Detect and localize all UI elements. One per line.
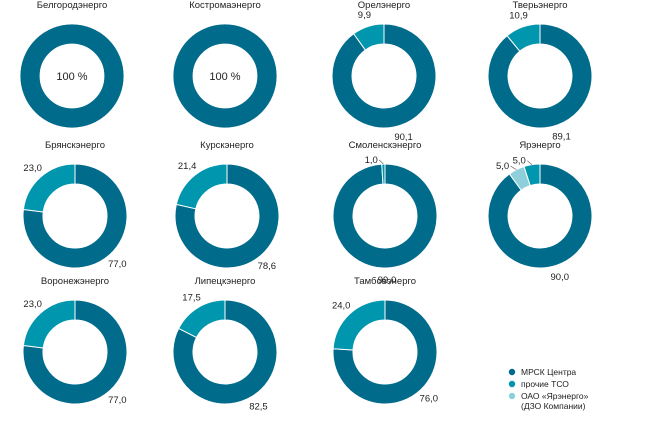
donut-smolenskenergo: Смоленскэнерго 99,0 1,0	[332, 140, 438, 286]
slice-value-label: 78,6	[258, 261, 277, 272]
donut-title: Орелэнерго	[358, 0, 410, 11]
donut-slice	[22, 163, 128, 269]
donut-slice	[506, 23, 541, 52]
slice-value-label: 77,0	[108, 259, 127, 270]
donut-voronezhenergo: Воронежэнерго 77,0 23,0	[22, 276, 128, 406]
slice-value-label: 77,0	[108, 395, 127, 406]
donut-title: Смоленскэнерго	[349, 140, 422, 151]
legend-sublabel: (ДЗО Компании)	[521, 401, 586, 411]
donut-title: Брянскэнерго	[45, 140, 105, 151]
slice-value-label: 99,0	[378, 275, 397, 286]
donut-slice	[332, 299, 386, 351]
donut-slice	[332, 299, 438, 405]
slice-value-label: 5,0	[513, 156, 526, 167]
donut-slice	[332, 163, 438, 269]
legend-label: прочие ТСО	[521, 379, 569, 389]
donut-slice	[177, 299, 226, 339]
donut-tverenergo: Тверьэнерго 89,1 10,9	[487, 0, 593, 142]
center-label: 100 %	[56, 71, 87, 83]
slice-value-label: 23,0	[23, 163, 42, 174]
donut-slice	[353, 23, 385, 51]
legend-label: МРСК Центра	[521, 367, 576, 377]
donut-slice	[172, 299, 278, 405]
donut-title: Ярэнерго	[519, 140, 560, 151]
legend-marker	[508, 380, 516, 388]
donut-lipeckenergo: Липецкэнерго 82,5 17,5	[172, 276, 278, 413]
donut-kostromaenergo: Костромаэнерго 100 %	[172, 0, 278, 129]
center-label: 100 %	[209, 71, 240, 83]
donut-slice	[19, 23, 125, 129]
chart-legend: МРСК Центра прочие ТСО ОАО «Ярэнерго»(ДЗО …	[508, 367, 589, 411]
slice-value-label: 90,1	[394, 132, 413, 143]
legend-marker	[508, 392, 516, 400]
donut-slice	[487, 163, 593, 269]
slice-value-label: 76,0	[420, 394, 439, 405]
label-leader-line	[379, 159, 384, 165]
donut-slice	[331, 23, 437, 129]
donut-slice	[174, 163, 280, 269]
legend-marker	[508, 368, 516, 376]
donut-title: Воронежэнерго	[41, 276, 109, 287]
label-leader-line	[527, 160, 533, 165]
donut-yarenergo: Ярэнерго 90,0 5,0 5,0	[487, 140, 593, 283]
donut-slice	[22, 299, 128, 405]
legend-label: ОАО «Ярэнерго»	[521, 391, 589, 401]
donut-title: Белгородэнерго	[37, 0, 108, 11]
slice-value-label: 23,0	[23, 299, 42, 310]
donut-kurskenergo: Курскэнерго 78,6 21,4	[174, 140, 280, 272]
donut-slice	[381, 163, 386, 185]
donut-bryanskenergo: Брянскэнерго 77,0 23,0	[22, 140, 128, 270]
donut-slice	[172, 23, 278, 129]
donut-slice	[487, 23, 593, 129]
slice-value-label: 1,0	[365, 155, 378, 166]
slice-value-label: 10,9	[509, 11, 528, 22]
donut-tambovenergo: Тамбовэнерго 76,0 24,0	[332, 276, 438, 405]
slice-value-label: 24,0	[332, 300, 351, 311]
donut-title: Тамбовэнерго	[354, 276, 416, 287]
donut-belgorodenergo: Белгородэнерго 100 %	[19, 0, 125, 129]
donut-title: Курскэнерго	[200, 140, 254, 151]
donut-title: Тверьэнерго	[512, 0, 567, 11]
slice-value-label: 89,1	[552, 131, 571, 142]
donut-slice	[175, 163, 228, 210]
slice-value-label: 90,0	[551, 272, 570, 283]
label-leader-line	[510, 165, 517, 170]
slice-value-label: 17,5	[182, 292, 201, 303]
slice-value-label: 82,5	[249, 402, 268, 413]
donut-title: Липецкэнерго	[195, 276, 256, 287]
donut-slice	[22, 299, 76, 349]
slice-value-label: 5,0	[496, 161, 509, 172]
donut-slice	[523, 163, 541, 187]
donut-slice	[22, 163, 76, 213]
slice-value-label: 9,9	[358, 10, 371, 21]
slice-value-label: 21,4	[178, 161, 197, 172]
donut-slice	[508, 165, 531, 191]
donut-title: Костромаэнерго	[189, 0, 261, 11]
donut-orelenergo: Орелэнерго 90,1 9,9	[331, 0, 437, 143]
